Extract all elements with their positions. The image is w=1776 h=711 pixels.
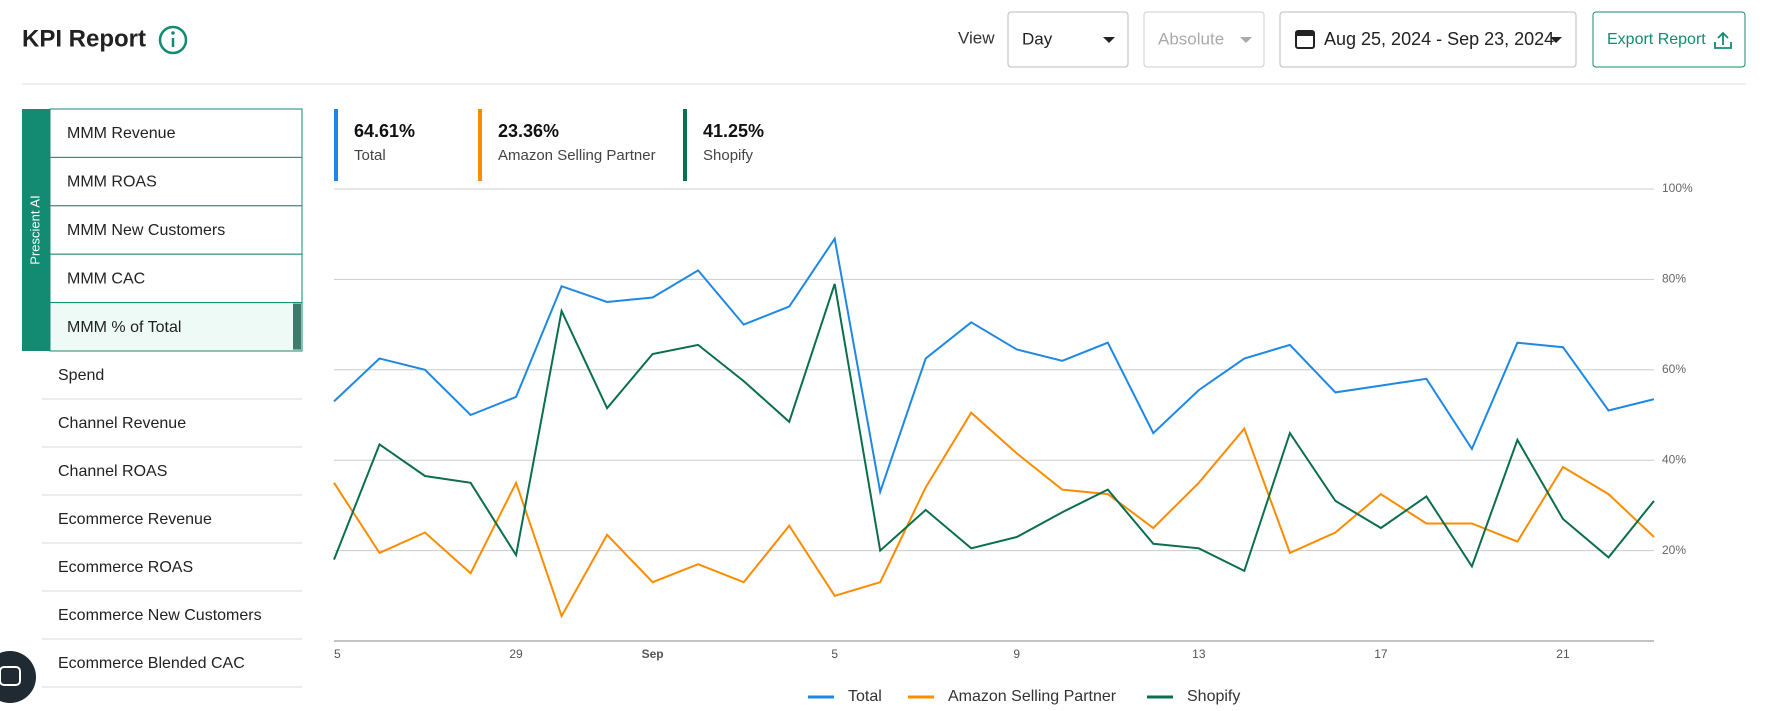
card-label: Shopify — [703, 147, 754, 164]
x-tick-label: 13 — [1192, 647, 1206, 661]
y-tick-label: 80% — [1662, 272, 1686, 286]
sidebar-item[interactable]: Ecommerce Revenue — [42, 511, 302, 544]
x-tick-label: 9 — [1013, 647, 1020, 661]
item-label: Ecommerce Blended CAC — [58, 655, 245, 672]
card-value: 23.36% — [498, 121, 559, 141]
legend-label: Shopify — [1187, 688, 1240, 705]
card-bar — [478, 109, 482, 181]
series-line — [333, 411, 1655, 619]
sidebar-item[interactable]: Ecommerce ROAS — [42, 559, 302, 592]
item-label: Ecommerce ROAS — [58, 559, 193, 576]
page-title: KPI Report — [22, 25, 146, 52]
view-dropdown[interactable]: Day — [1007, 11, 1129, 68]
chat-button[interactable] — [0, 651, 36, 703]
export-button[interactable]: Export Report — [1592, 11, 1746, 68]
item-box — [49, 302, 303, 352]
card-bar — [683, 109, 687, 181]
sidebar-item[interactable]: Ecommerce New Customers — [42, 607, 302, 640]
group-label: Prescient AI — [27, 195, 42, 264]
item-box — [49, 253, 303, 304]
y-tick-label: 40% — [1662, 452, 1686, 466]
item-label: Spend — [58, 367, 104, 384]
sidebar: MMM Revenue MMM ROAS MMM New Customers MMM … — [42, 108, 303, 688]
item-label: MMM ROAS — [67, 174, 157, 191]
card-label: Total — [354, 147, 386, 164]
export-label: Export Report — [1607, 31, 1706, 48]
x-tick-label: 21 — [1556, 647, 1570, 661]
legend-item[interactable]: Shopify — [1147, 688, 1240, 705]
x-tick-label: 17 — [1374, 647, 1388, 661]
item-label: Channel Revenue — [58, 415, 186, 432]
card-bar — [334, 109, 338, 181]
date-range-picker[interactable]: Aug 25, 2024 - Sep 23, 2024 — [1279, 11, 1577, 68]
selected-bar — [293, 303, 301, 350]
sidebar-item[interactable]: Channel ROAS — [42, 463, 302, 496]
legend-item[interactable]: Amazon Selling Partner — [908, 688, 1117, 705]
series-line — [333, 283, 1655, 573]
y-tick-label: 100% — [1662, 181, 1693, 195]
view-value: Day — [1022, 29, 1053, 48]
item-label: Ecommerce New Customers — [58, 607, 262, 624]
mode-dropdown[interactable]: Absolute — [1143, 11, 1265, 68]
date-range: Aug 25, 2024 - Sep 23, 2024 — [1324, 29, 1554, 49]
mode-value: Absolute — [1158, 29, 1224, 48]
item-label: Ecommerce Revenue — [58, 511, 212, 528]
x-tick-label: 29 — [509, 647, 523, 661]
series-line — [333, 236, 1655, 496]
x-tick-label: 5 — [831, 647, 838, 661]
sidebar-item[interactable]: MMM ROAS — [49, 156, 303, 207]
y-tick-label: 20% — [1662, 543, 1686, 557]
item-box — [49, 108, 303, 158]
group-strip — [22, 109, 50, 351]
chart: 20% 40% 60% 80% 100% 5 29 Sep 5 9 13 17 21 Total Amazo… — [333, 181, 1693, 705]
view-label: View — [958, 28, 995, 47]
x-tick-label: Sep — [642, 647, 664, 661]
sidebar-item[interactable]: MMM New Customers — [49, 205, 303, 255]
legend-label: Total — [848, 688, 882, 705]
sidebar-item[interactable]: Ecommerce Blended CAC — [42, 655, 302, 688]
item-label: MMM Revenue — [67, 125, 176, 142]
item-label: MMM New Customers — [67, 222, 225, 239]
legend-label: Amazon Selling Partner — [948, 688, 1117, 705]
item-label: MMM CAC — [67, 270, 145, 287]
item-box — [49, 205, 303, 255]
sidebar-item[interactable]: Spend — [42, 367, 302, 400]
x-tick-label: 5 — [334, 647, 341, 661]
legend-item[interactable]: Total — [808, 688, 882, 705]
sidebar-item[interactable]: MMM Revenue — [49, 108, 303, 158]
item-label: Channel ROAS — [58, 463, 167, 480]
card-label: Amazon Selling Partner — [498, 147, 656, 164]
item-label: MMM % of Total — [67, 319, 181, 336]
sidebar-item[interactable]: Channel Revenue — [42, 415, 302, 448]
info-icon[interactable] — [158, 25, 188, 55]
summary-cards: 64.61% Total 23.36% Amazon Selling Partner 4… — [334, 109, 764, 181]
card-value: 41.25% — [703, 121, 764, 141]
item-box — [49, 156, 303, 207]
y-tick-label: 60% — [1662, 362, 1686, 376]
sidebar-item[interactable]: MMM % of Total — [49, 302, 303, 352]
sidebar-item[interactable]: MMM CAC — [49, 253, 303, 304]
card-value: 64.61% — [354, 121, 415, 141]
